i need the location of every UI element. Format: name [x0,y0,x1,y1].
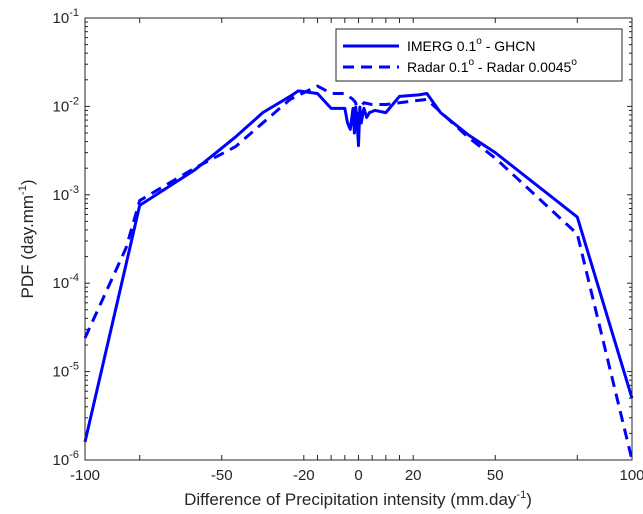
y-tick-label: 10-5 [53,361,79,381]
y-tick-label: 10-4 [53,272,79,292]
y-tick-base: 10 [53,187,70,204]
plot-area [85,18,632,460]
y-tick-label: 10-2 [53,95,79,115]
legend-label-radar: Radar 0.1o - Radar 0.0045o [407,57,577,75]
series-layer [83,84,634,461]
y-tick-base: 10 [53,452,70,469]
y-tick-base: 10 [53,275,70,292]
x-tick-label: -20 [293,467,315,484]
legend-label-imerg: IMERG 0.1o - GHCN [407,36,535,54]
y-tick-base: 10 [53,98,70,115]
y-tick-base: 10 [53,10,70,27]
y-tick-exponent: -2 [69,95,79,107]
x-tick-label: -100 [70,467,100,484]
y-tick-exponent: -6 [69,449,79,461]
y-tick-exponent: -4 [69,272,79,284]
y-tick-label: 10-3 [53,184,79,204]
x-tick-label: 20 [405,467,422,484]
legend: IMERG 0.1o - GHCN Radar 0.1o - Radar 0.0… [335,28,623,82]
y-tick-exponent: -1 [69,7,79,19]
y-tick-base: 10 [53,364,70,381]
x-tick-label: -50 [211,467,233,484]
tick-layer: -100 -50 -20 0 20 50 10010-610-510-410-310-210… [53,7,643,484]
y-axis-label: PDF (day.mm-1) [17,179,37,298]
x-tick-label: 0 [354,467,362,484]
x-tick-label: 100 [619,467,643,484]
y-tick-exponent: -5 [69,361,79,373]
series-line-1 [83,84,634,461]
x-tick-label: 50 [487,467,504,484]
y-tick-exponent: -3 [69,184,79,196]
y-tick-label: 10-1 [53,7,79,27]
x-axis-label: Difference of Precipitation intensity (m… [184,489,532,509]
legend-box [335,28,623,82]
y-tick-label: 10-6 [53,449,79,469]
series-line-0 [83,89,634,443]
